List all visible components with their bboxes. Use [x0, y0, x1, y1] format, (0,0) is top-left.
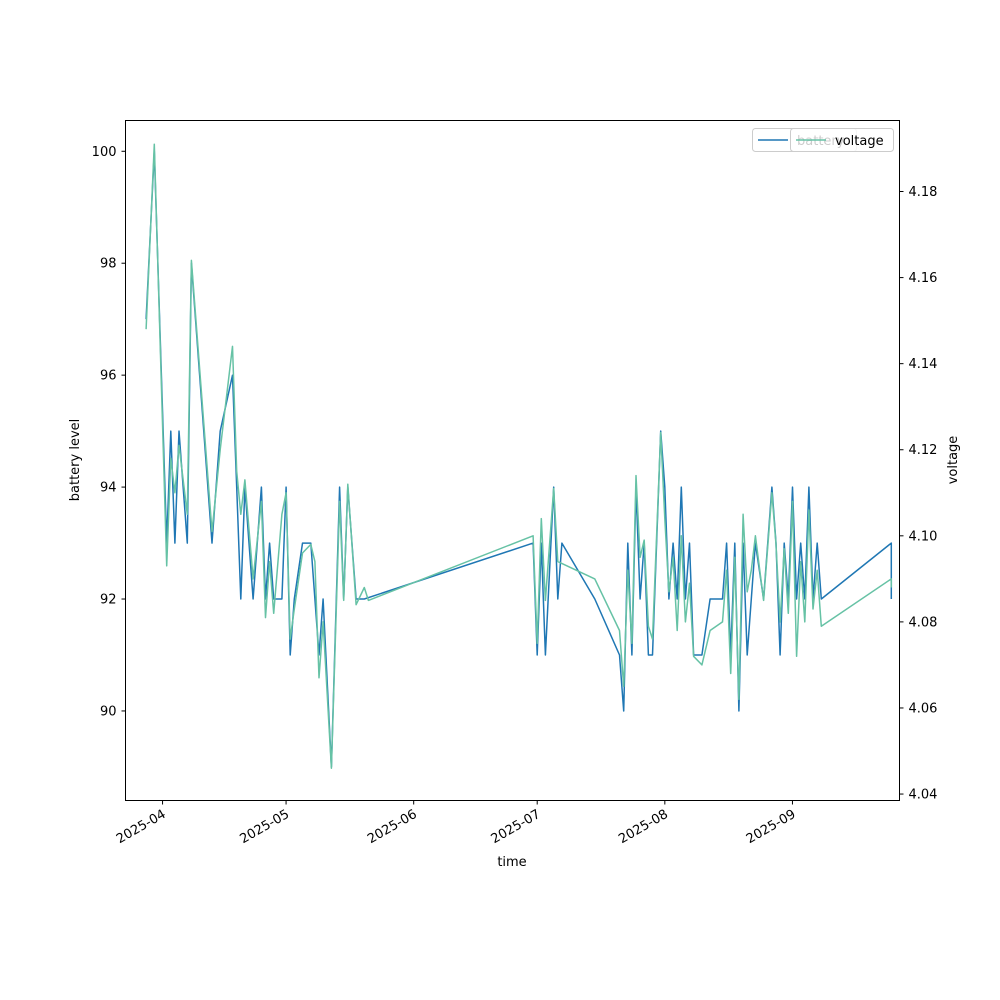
y-axis-left-label: battery level	[68, 419, 83, 502]
legend-voltage: voltage	[790, 128, 894, 152]
plot-frame	[125, 120, 900, 801]
y-left-tick-label: 90	[100, 704, 117, 719]
y-left-tick-label: 98	[100, 257, 117, 272]
y-right-tick-label: 4.12	[909, 443, 938, 458]
plot-lines	[145, 143, 893, 769]
legend-voltage-box	[790, 128, 894, 152]
y-left-tick-label: 96	[100, 369, 117, 384]
y-left-tick-label: 100	[92, 145, 117, 160]
y-axis-right: 4.04 4.06 4.08 4.10 4.12 4.14 4.16 4.18	[899, 185, 938, 803]
series-line-voltage	[145, 143, 893, 769]
y-axis-right-label: voltage	[946, 436, 961, 485]
y-right-tick-label: 4.16	[909, 271, 938, 286]
y-right-tick-label: 4.06	[909, 701, 938, 716]
y-left-tick-label: 94	[100, 481, 117, 496]
y-right-tick-label: 4.10	[909, 529, 938, 544]
y-left-tick-label: 92	[100, 593, 117, 608]
x-axis-label: time	[497, 855, 526, 870]
y-axis-left: 90 92 94 96 98 100	[92, 145, 126, 719]
y-right-tick-label: 4.18	[909, 185, 938, 200]
y-right-tick-label: 4.04	[909, 788, 938, 803]
y-right-tick-label: 4.08	[909, 615, 938, 630]
y-right-tick-label: 4.14	[909, 357, 938, 372]
legend-voltage-label: voltage	[835, 134, 884, 149]
